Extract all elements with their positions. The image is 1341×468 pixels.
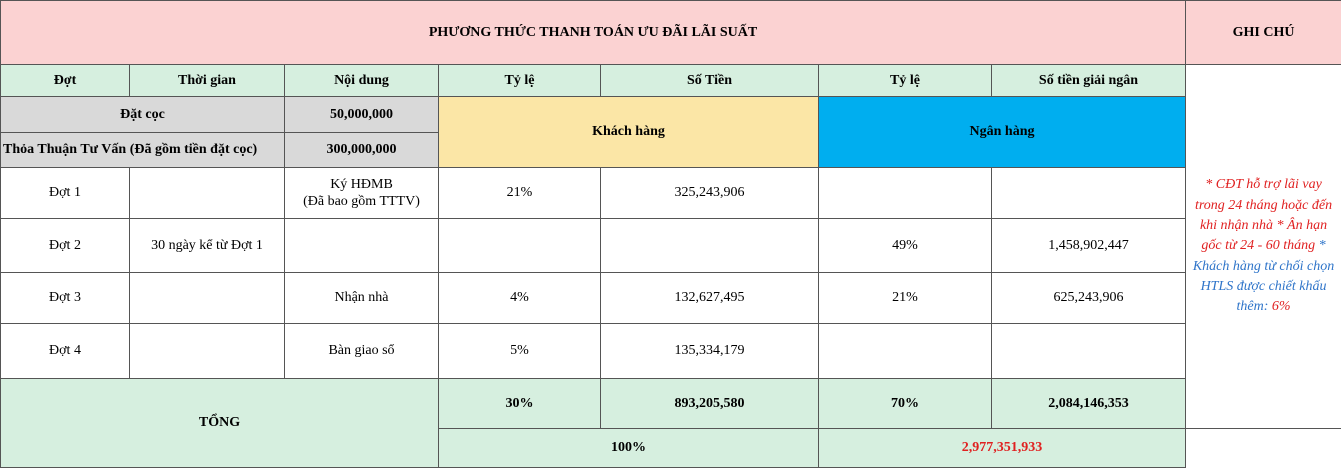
row-giai-ngan [990, 167, 1187, 219]
row-giai-ngan: 1,458,902,447 [990, 218, 1187, 273]
total-ty-le-nh: 70% [818, 378, 992, 429]
notes-cell: * CĐT hỗ trợ lãi vay trong 24 tháng hoặc… [1185, 64, 1341, 429]
consult-value: 300,000,000 [284, 132, 439, 168]
row-ty-le-kh: 5% [438, 323, 601, 379]
row-ty-le-nh: 49% [818, 218, 992, 273]
row-ty-le-kh: 4% [438, 272, 601, 324]
row-ty-le-kh [438, 218, 601, 273]
row-thoi-gian [129, 272, 285, 324]
note-line-1: * CĐT hỗ trợ lãi vay trong 24 tháng hoặc… [1194, 177, 1333, 234]
table-row: Đợt 2 30 ngày kể từ Đợt 1 49% 1,458,902,… [0, 218, 1341, 273]
total-label: TỔNG [0, 378, 439, 468]
row-thoi-gian [129, 167, 285, 219]
row-thoi-gian: 30 ngày kể từ Đợt 1 [129, 218, 285, 273]
row-dot: Đợt 4 [0, 323, 130, 379]
row-so-tien: 135,334,179 [600, 323, 819, 379]
table-row: Đợt 3 Nhận nhà 4% 132,627,495 21% 625,24… [0, 272, 1341, 324]
row-thoi-gian [129, 323, 285, 379]
col-header-ty-le-kh: Tỷ lệ [438, 64, 601, 97]
col-header-so-tien-giai-ngan: Số tiền giải ngân [990, 64, 1187, 97]
note-line-3-value: 6% [1271, 299, 1291, 315]
row-noi-dung-line-2: (Đã bao gồm TTTV) [303, 194, 420, 209]
table-row: Đợt 4 Bàn giao sổ 5% 135,334,179 [0, 323, 1341, 379]
row-noi-dung: Nhận nhà [284, 272, 439, 324]
row-noi-dung: Bàn giao sổ [284, 323, 439, 379]
note-line-2: * Ân hạn gốc từ 24 - 60 tháng [1201, 218, 1328, 254]
row-so-tien: 132,627,495 [600, 272, 819, 324]
row-noi-dung: Ký HĐMB (Đã bao gồm TTTV) [284, 167, 439, 219]
notes-title: GHI CHÚ [1185, 0, 1341, 65]
col-header-ty-le-nh: Tỷ lệ [818, 64, 992, 97]
row-so-tien [600, 218, 819, 273]
customer-group-header: Khách hàng [438, 96, 819, 168]
row-giai-ngan [990, 323, 1187, 379]
total-so-tien-kh: 893,205,580 [600, 378, 819, 429]
deposit-value: 50,000,000 [284, 96, 439, 133]
table-title: PHƯƠNG THỨC THANH TOÁN ƯU ĐÃI LÃI SUẤT [0, 0, 1187, 65]
note-line-3: * Khách hàng từ chối chọn HTLS được chiế… [1192, 238, 1335, 315]
row-giai-ngan: 625,243,906 [990, 272, 1187, 324]
col-header-dot: Đợt [0, 64, 130, 97]
row-so-tien: 325,243,906 [600, 167, 819, 219]
col-header-thoi-gian: Thời gian [129, 64, 285, 97]
row-noi-dung [284, 218, 439, 273]
row-dot: Đợt 2 [0, 218, 130, 273]
consult-label: Thỏa Thuận Tư Vấn (Đã gồm tiền đặt cọc) [0, 132, 285, 168]
deposit-label: Đặt cọc [0, 96, 285, 133]
table-row: Đợt 1 Ký HĐMB (Đã bao gồm TTTV) 21% 325,… [0, 167, 1341, 219]
row-ty-le-nh [818, 167, 992, 219]
row-dot: Đợt 1 [0, 167, 130, 219]
row-ty-le-nh [818, 323, 992, 379]
bank-group-header: Ngân hàng [817, 96, 1187, 168]
row-ty-le-kh: 21% [438, 167, 601, 219]
grand-total-ty-le: 100% [438, 428, 819, 468]
row-ty-le-nh: 21% [818, 272, 992, 324]
col-header-so-tien: Số Tiền [600, 64, 819, 97]
row-noi-dung-line-1: Ký HĐMB [330, 176, 393, 192]
row-dot: Đợt 3 [0, 272, 130, 324]
col-header-noi-dung: Nội dung [284, 64, 439, 97]
total-ty-le-kh: 30% [438, 378, 601, 429]
total-so-tien-nh: 2,084,146,353 [990, 378, 1187, 429]
grand-total-so-tien: 2,977,351,933 [817, 428, 1187, 468]
